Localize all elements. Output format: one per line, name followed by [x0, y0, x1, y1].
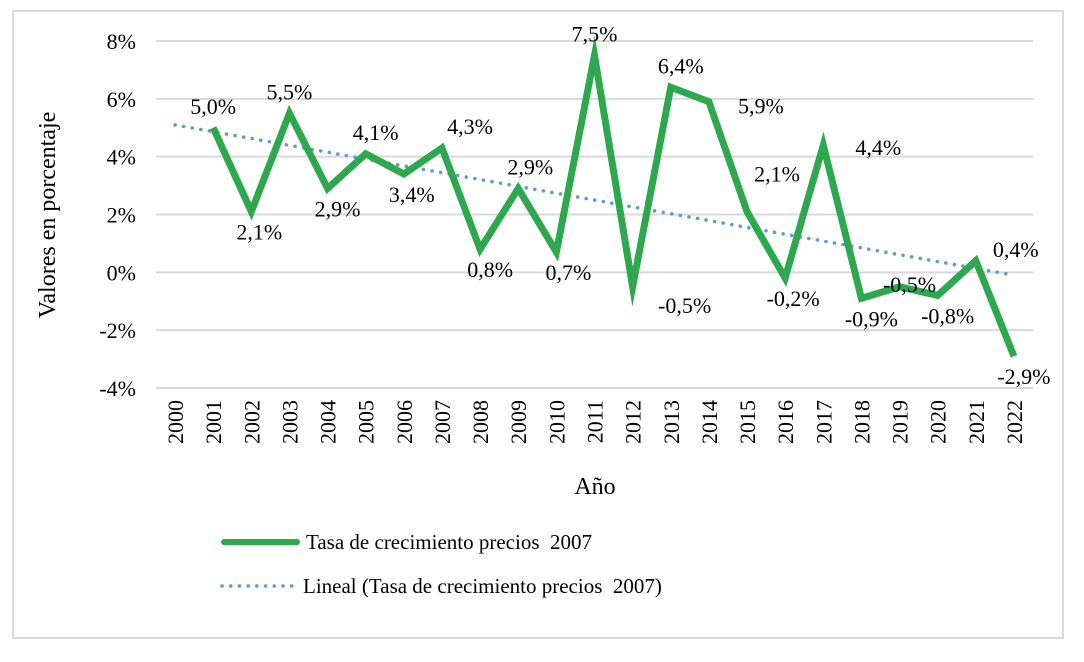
data-label: -0,5% — [883, 272, 936, 297]
y-tick-label: 2% — [107, 203, 136, 228]
x-tick-label: 2019 — [888, 400, 913, 444]
x-tick-label: 2008 — [468, 400, 493, 444]
x-tick-label: 2005 — [354, 400, 379, 444]
x-tick-label: 2017 — [811, 400, 836, 444]
x-tick-label: 2004 — [316, 400, 341, 444]
chart-frame — [12, 10, 1064, 639]
legend-label-series: Tasa de crecimiento precios 2007 — [306, 530, 592, 554]
data-label: -0,2% — [767, 286, 820, 311]
data-label: 0,8% — [467, 257, 513, 282]
legend: Tasa de crecimiento precios 2007 Lineal … — [220, 530, 662, 598]
data-label: 4,3% — [447, 114, 493, 139]
x-tick-label: 2007 — [430, 400, 455, 444]
data-label: 2,9% — [507, 154, 553, 179]
x-tick-label: 2018 — [849, 400, 874, 444]
data-label: 4,1% — [353, 120, 399, 145]
data-label: 2,9% — [315, 196, 361, 221]
data-label: -2,9% — [997, 364, 1050, 389]
data-label: 0,7% — [545, 260, 591, 285]
series-line — [210, 35, 1018, 358]
y-tick-label: 0% — [107, 260, 136, 285]
x-tick-label: 2012 — [621, 400, 646, 444]
x-tick-label: 2002 — [239, 400, 264, 444]
x-tick-label: 2000 — [163, 400, 188, 444]
x-tick-label: 2015 — [735, 400, 760, 444]
x-axis-ticks: 2000 2001 2002 2003 2004 2005 2006 2007 2008 2009… — [163, 400, 1027, 444]
x-tick-label: 2009 — [506, 400, 531, 444]
y-tick-label: 8% — [107, 29, 136, 54]
data-label: 4,4% — [855, 135, 901, 160]
y-axis-title: Valores en porcentaje — [35, 112, 61, 319]
data-label: 2,1% — [754, 162, 800, 187]
y-tick-label: -2% — [99, 318, 136, 343]
x-axis-title: Año — [574, 474, 615, 500]
y-tick-label: -4% — [99, 376, 136, 401]
data-label: 5,9% — [738, 94, 784, 119]
data-label: -0,9% — [845, 306, 898, 331]
data-label: 0,4% — [993, 237, 1039, 262]
y-tick-label: 4% — [107, 145, 136, 170]
data-label: 5,0% — [190, 94, 236, 119]
y-tick-label: 6% — [107, 87, 136, 112]
x-tick-label: 2011 — [583, 400, 608, 443]
data-label: 5,5% — [267, 79, 313, 104]
data-label: -0,5% — [658, 293, 711, 318]
data-label: -0,8% — [921, 303, 974, 328]
x-tick-label: 2022 — [1002, 400, 1027, 444]
data-label: 6,4% — [658, 53, 704, 78]
series-layer — [173, 35, 1018, 358]
x-tick-label: 2020 — [926, 400, 951, 444]
x-tick-label: 2013 — [659, 400, 684, 444]
legend-label-trend: Lineal (Tasa de crecimiento precios 2007… — [303, 574, 662, 598]
y-axis-ticks: -4% -2% 0% 2% 4% 6% 8% — [99, 29, 136, 401]
data-label: 3,4% — [389, 182, 435, 207]
data-label: 2,1% — [236, 220, 282, 245]
x-tick-label: 2001 — [201, 400, 226, 444]
x-tick-label: 2021 — [964, 400, 989, 444]
x-tick-label: 2003 — [277, 400, 302, 444]
x-tick-label: 2010 — [544, 400, 569, 444]
x-tick-label: 2006 — [392, 400, 417, 444]
x-tick-label: 2014 — [697, 400, 722, 444]
data-label: 7,5% — [572, 21, 618, 46]
gridlines — [156, 40, 1033, 389]
x-tick-label: 2016 — [773, 400, 798, 444]
trendline — [173, 123, 1016, 277]
data-labels: 5,0% 2,1% 5,5% 2,9% 4,1% 3,4% 4,3% 0,8% 2,9% 0,7%… — [190, 21, 1050, 389]
